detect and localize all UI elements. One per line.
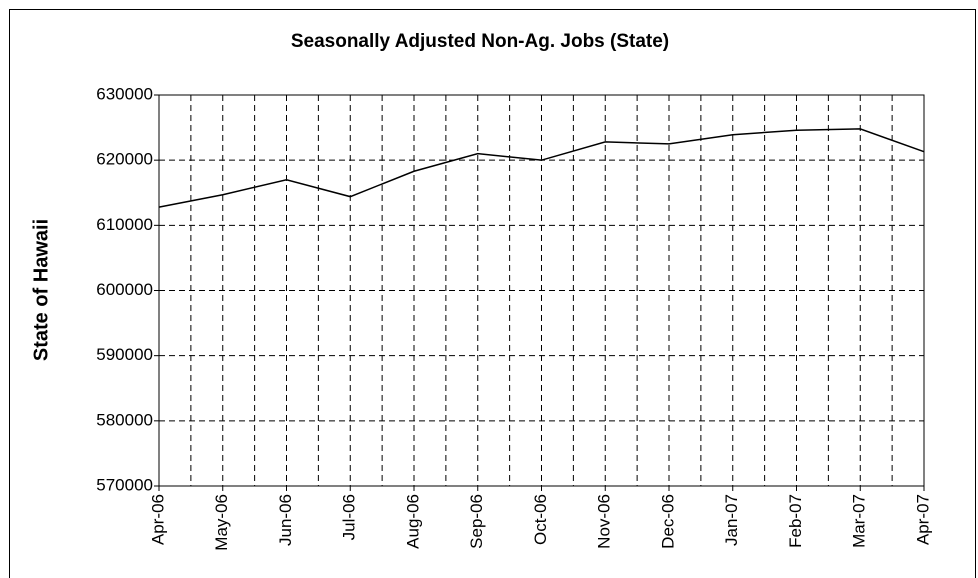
x-tick-label: Jan-07 xyxy=(722,494,741,546)
chart-title: Seasonally Adjusted Non-Ag. Jobs (State) xyxy=(291,31,669,52)
y-tick-label: 570000 xyxy=(96,475,153,494)
x-tick-label: Aug-06 xyxy=(403,494,422,549)
y-tick-label: 600000 xyxy=(96,280,153,299)
x-tick-label: Nov-06 xyxy=(595,494,614,549)
x-tick-label: Jun-06 xyxy=(276,494,295,546)
x-tick-label: Dec-06 xyxy=(658,494,677,549)
x-tick-label: Jul-06 xyxy=(340,494,359,540)
x-tick-label: May-06 xyxy=(212,494,231,551)
x-tick-label: Oct-06 xyxy=(531,494,550,545)
x-tick-label: Feb-07 xyxy=(786,494,805,548)
x-tick-label: Apr-06 xyxy=(148,494,167,545)
y-tick-label: 580000 xyxy=(96,410,153,429)
y-tick-label: 630000 xyxy=(96,84,153,103)
x-tick-label: Sep-06 xyxy=(467,494,486,549)
y-tick-label: 610000 xyxy=(96,215,153,234)
y-axis-label: State of Hawaii xyxy=(30,219,52,361)
x-tick-label: Mar-07 xyxy=(850,494,869,548)
plot-border xyxy=(158,94,925,487)
data-line xyxy=(158,128,925,208)
y-tick-label: 620000 xyxy=(96,150,153,169)
y-tick-label: 590000 xyxy=(96,345,153,364)
x-tick-label: Apr-07 xyxy=(913,494,932,545)
